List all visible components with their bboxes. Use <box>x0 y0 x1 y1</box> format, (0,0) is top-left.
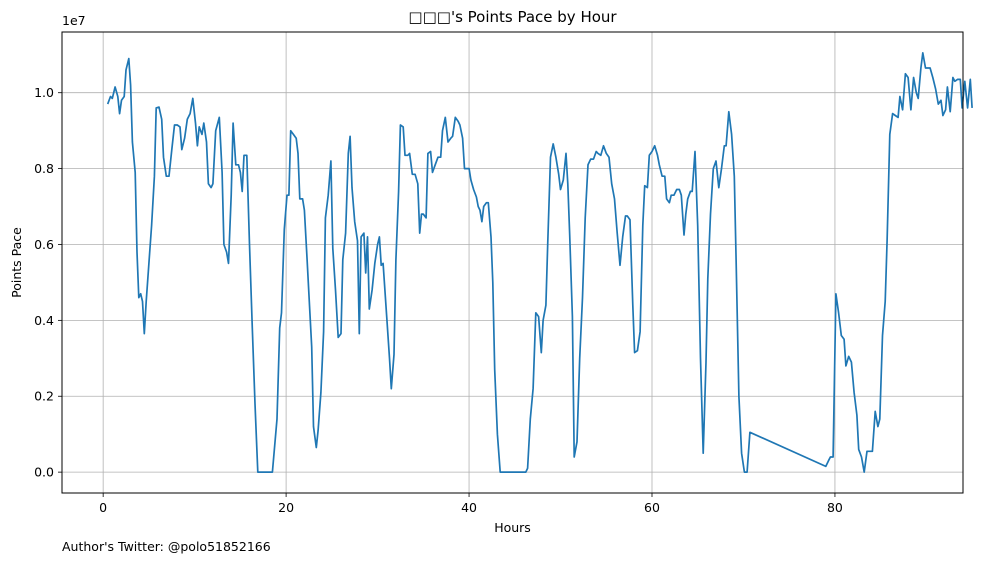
y-tick-label: 0.6 <box>34 237 54 252</box>
x-tick-label: 80 <box>827 500 843 515</box>
grid <box>62 32 963 493</box>
y-axis-label: Points Pace <box>9 227 24 298</box>
points-pace-line <box>106 52 973 473</box>
series-layer <box>106 52 973 473</box>
y-tick-label: 0.8 <box>34 161 54 176</box>
y-tick-label: 0.0 <box>34 465 54 480</box>
y-tick-label: 1.0 <box>34 85 54 100</box>
x-axis-label: Hours <box>494 520 531 535</box>
y-tick-label: 0.2 <box>34 389 54 404</box>
x-axis-ticks: 0 20 40 60 80 <box>99 493 843 515</box>
y-tick-label: 0.4 <box>34 313 54 328</box>
x-tick-label: 20 <box>278 500 294 515</box>
y-axis-ticks: 0.0 0.2 0.4 0.6 0.8 1.0 <box>34 85 62 480</box>
author-twitter-footer: Author's Twitter: @polo51852166 <box>62 539 271 554</box>
chart-title: □□□'s Points Pace by Hour <box>408 8 617 26</box>
y-axis-multiplier: 1e7 <box>62 13 86 28</box>
plot-frame <box>61 31 964 494</box>
x-tick-label: 40 <box>461 500 477 515</box>
x-tick-label: 0 <box>99 500 107 515</box>
x-tick-label: 60 <box>644 500 660 515</box>
